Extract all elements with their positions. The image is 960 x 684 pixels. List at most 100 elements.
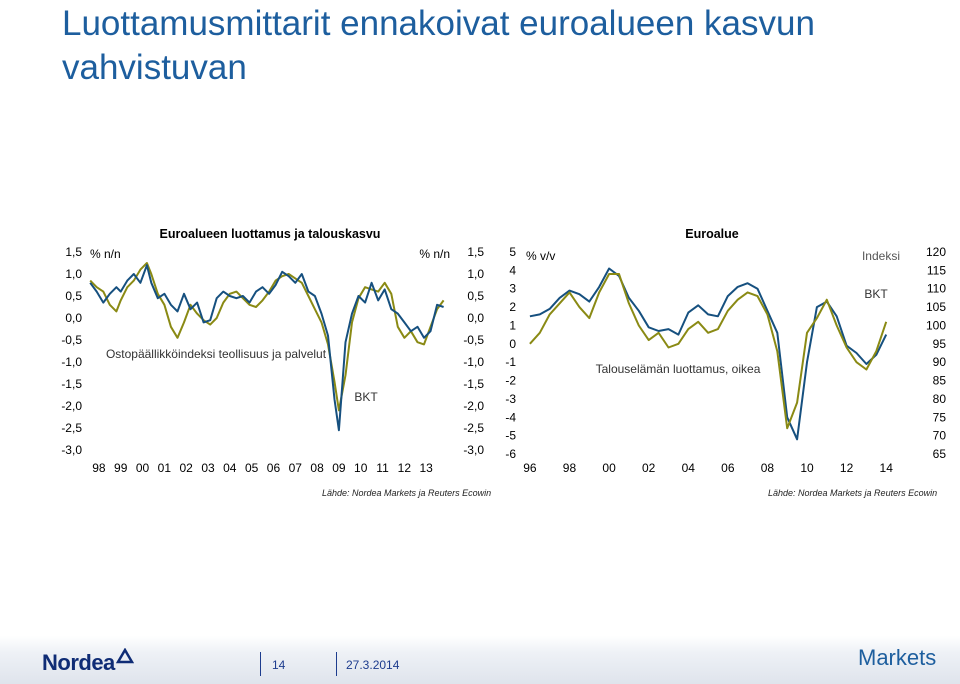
x-tick-label: 03 [201, 461, 215, 475]
x-tick-label: 10 [800, 461, 814, 475]
y-tick-label: -1 [505, 355, 516, 369]
chart-title: Euroalueen luottamus ja talouskasvu [160, 227, 381, 241]
x-tick-label: 96 [523, 461, 537, 475]
y-tick-label: -2,0 [61, 399, 82, 413]
x-tick-label: 06 [721, 461, 735, 475]
series-lines [89, 262, 445, 432]
left-axis-unit: % n/n [90, 247, 121, 261]
y-tick-label: 3 [509, 282, 516, 296]
chart-title: Euroalue [685, 227, 739, 241]
y-tick-label: -1,0 [463, 355, 484, 369]
y-tick-label: 90 [933, 355, 947, 369]
x-tick-label: 13 [420, 461, 434, 475]
x-tick-label: 02 [180, 461, 194, 475]
chart-euroalueen-luottamus: Euroalueen luottamus ja talouskasvu % n/… [61, 227, 484, 475]
slide-date: 27.3.2014 [346, 658, 400, 672]
markets-logo: Markets [858, 645, 937, 670]
y-tick-label: 115 [927, 263, 946, 277]
y-tick-label: 105 [926, 300, 946, 314]
footer-band [0, 636, 960, 684]
y-tick-label: -6 [505, 447, 516, 461]
y-tick-label: -3 [505, 392, 516, 406]
y-tick-label: -4 [505, 410, 516, 424]
y-tick-label: 4 [509, 263, 516, 277]
x-tick-label: 99 [114, 461, 128, 475]
x-tick-label: 04 [682, 461, 696, 475]
y-tick-label: -1,5 [463, 377, 484, 391]
y-tick-label: -2,5 [463, 421, 484, 435]
y-tick-label: 65 [933, 447, 947, 461]
y-tick-label: -5 [505, 429, 516, 443]
y-tick-label: 1 [509, 318, 516, 332]
y-tick-label: 110 [927, 282, 946, 296]
x-tick-label: 00 [602, 461, 616, 475]
y-tick-label: 0,0 [65, 311, 82, 325]
y-tick-label: 95 [933, 337, 947, 351]
x-tick-label: 98 [563, 461, 577, 475]
x-tick-label: 14 [880, 461, 894, 475]
y-tick-label: 0,5 [65, 289, 82, 303]
y-tick-label: 80 [933, 392, 947, 406]
y-tick-label: -2,0 [463, 399, 484, 413]
annotation-confidence: Talouselämän luottamus, oikea [596, 362, 761, 376]
x-tick-label: 05 [245, 461, 259, 475]
x-tick-label: 06 [267, 461, 281, 475]
y-tick-label: -1,5 [61, 377, 82, 391]
x-tick-label: 09 [332, 461, 346, 475]
x-tick-label: 98 [92, 461, 106, 475]
series-lines [529, 267, 888, 441]
y-tick-label: 0,5 [467, 289, 484, 303]
y-tick-label: 5 [509, 245, 516, 259]
source-note-right: Lähde: Nordea Markets ja Reuters Ecowin [768, 488, 938, 498]
y-tick-label: -3,0 [463, 443, 484, 457]
y-tick-label: 75 [933, 410, 947, 424]
y-tick-label: 1,0 [467, 267, 484, 281]
x-tick-label: 00 [136, 461, 150, 475]
slide-title: Luottamusmittarit ennakoivat euroalueen … [62, 4, 815, 87]
nordea-logo: Nordea [42, 650, 115, 675]
x-tick-label: 07 [289, 461, 303, 475]
footer-divider [260, 652, 261, 676]
nordea-star-icon [116, 648, 134, 664]
y-tick-label: -3,0 [61, 443, 82, 457]
y-tick-label: 100 [926, 318, 946, 332]
y-tick-label: -0,5 [61, 333, 82, 347]
annotation-bkt: BKT [864, 287, 888, 301]
charts-canvas: Euroalueen luottamus ja talouskasvu % n/… [61, 227, 946, 475]
x-ticks: 98 99 00 01 02 03 04 05 06 07 08 09 10 11 12 13 [92, 461, 433, 475]
series-line-talouselaman-luottamus [529, 273, 888, 430]
x-tick-label: 12 [840, 461, 854, 475]
source-note-left: Lähde: Nordea Markets ja Reuters Ecowin [322, 488, 492, 498]
series-line-bkt [529, 267, 888, 441]
left-axis-unit: % v/v [526, 249, 555, 263]
annotation-pmi: Ostopäällikköindeksi teollisuus ja palve… [106, 347, 327, 361]
footer-divider [336, 652, 337, 676]
y-tick-label: 2 [509, 300, 516, 314]
x-tick-label: 10 [354, 461, 368, 475]
y-tick-label: -1,0 [61, 355, 82, 369]
right-y-ticks: 120 115 110 105 100 95 90 85 80 75 70 65 [926, 245, 946, 461]
y-tick-label: 1,0 [65, 267, 82, 281]
left-y-ticks: 5 4 3 2 1 0 -1 -2 -3 -4 -5 -6 [505, 245, 516, 461]
y-tick-label: 1,5 [467, 245, 484, 259]
right-y-ticks: 1,5 1,0 0,5 0,0 -0,5 -1,0 -1,5 -2,0 -2,5 -3,0 [463, 245, 484, 457]
x-tick-label: 02 [642, 461, 656, 475]
y-tick-label: 1,5 [65, 245, 82, 259]
series-line-bkt [89, 264, 444, 432]
y-tick-label: 85 [933, 374, 947, 388]
x-tick-label: 04 [223, 461, 237, 475]
y-tick-label: 70 [933, 429, 947, 443]
y-tick-label: 0,0 [467, 311, 484, 325]
y-tick-label: -2,5 [61, 421, 82, 435]
y-tick-label: 0 [509, 337, 516, 351]
x-tick-label: 11 [376, 461, 389, 475]
chart-euroalue: Euroalue % v/v Indeksi 543210-1-2-3-4-5-… [505, 227, 946, 475]
left-y-ticks: 1,5 1,0 0,5 0,0 -0,5 -1,0 -1,5 -2,0 -2,5 -3,0 [61, 245, 82, 457]
y-tick-label: -2 [505, 374, 516, 388]
series-line-ostopaallikkoindeksi [89, 262, 445, 412]
x-tick-label: 01 [158, 461, 172, 475]
y-tick-label: -0,5 [463, 333, 484, 347]
x-tick-label: 08 [310, 461, 324, 475]
annotation-bkt: BKT [354, 390, 378, 404]
right-axis-unit: % n/n [419, 247, 450, 261]
